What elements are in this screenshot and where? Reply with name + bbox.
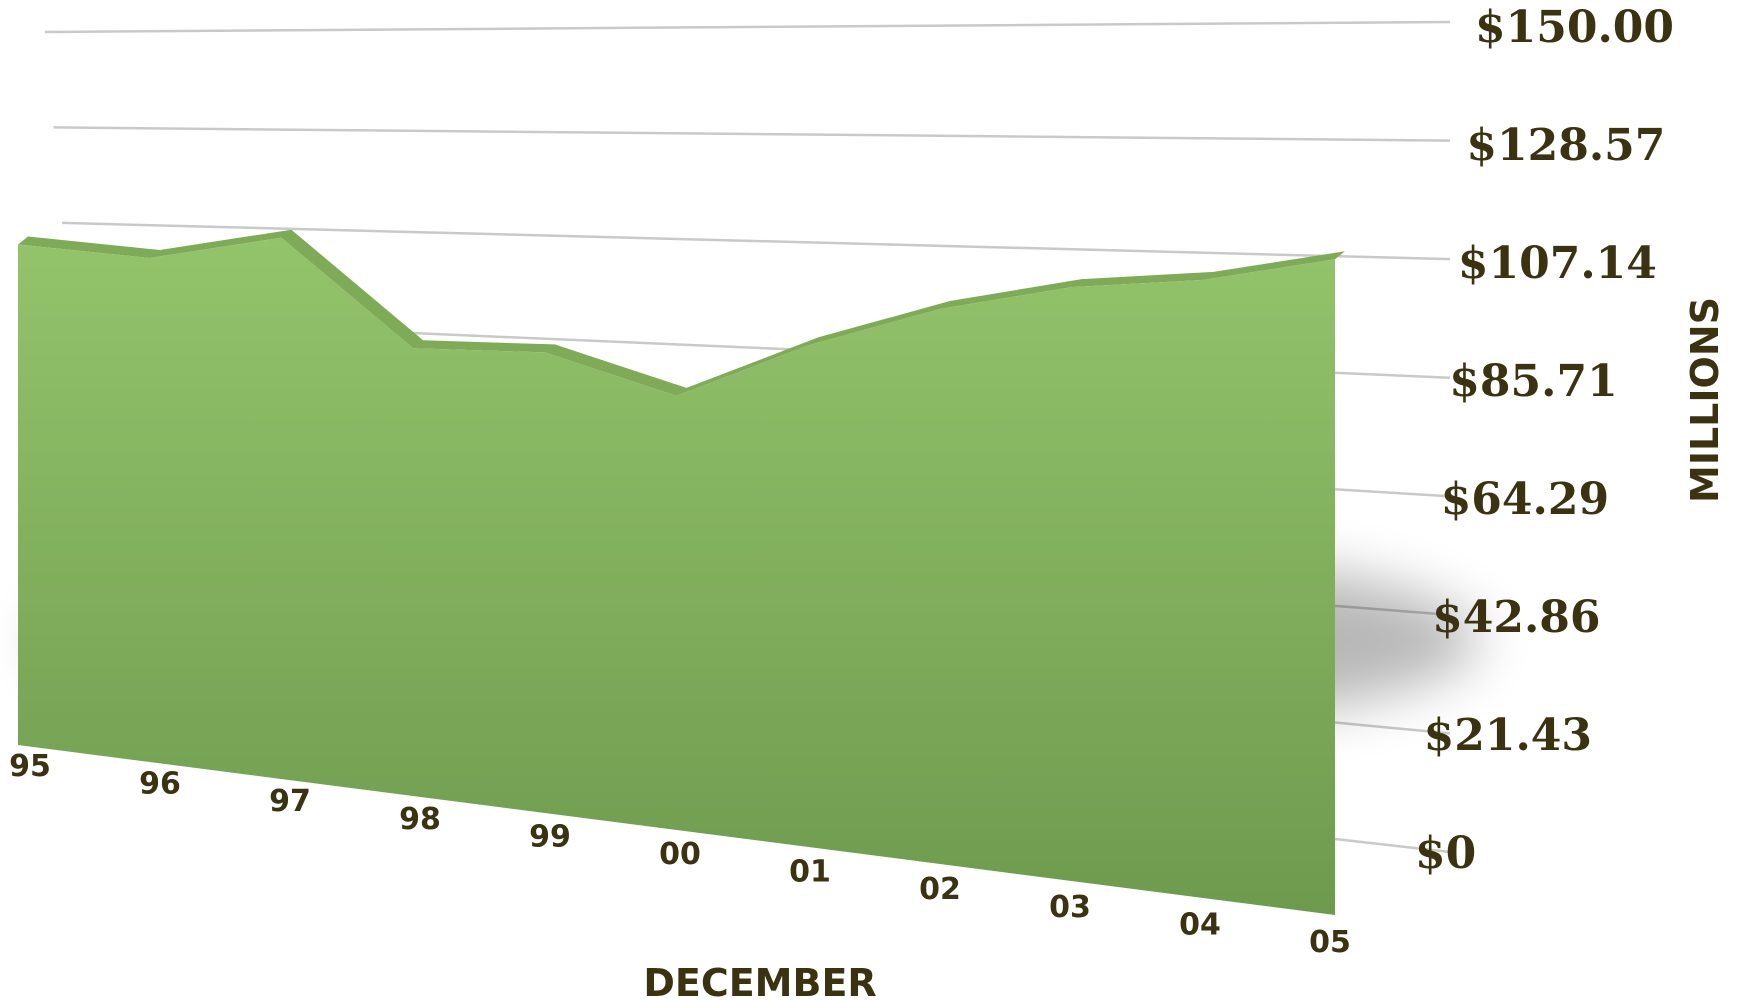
x-tick-label: 98 (399, 802, 441, 837)
y-tick-label: $21.43 (1424, 710, 1592, 761)
x-tick-label: 00 (659, 837, 701, 872)
gridline (53, 126, 1451, 142)
y-tick-label: $0 (1415, 828, 1476, 879)
y-tick-label: $64.29 (1441, 474, 1609, 525)
x-axis-ticks: 95 96 97 98 99 00 01 02 03 04 05 (9, 749, 1351, 960)
y-tick-label: $42.86 (1432, 592, 1600, 643)
x-tick-label: 04 (1179, 907, 1221, 942)
gridline (62, 221, 1451, 261)
y-axis-ticks: $0 $21.43 $42.86 $64.29 $85.71 $107.14 $128.57… (1415, 2, 1674, 879)
area-fill (18, 237, 1335, 915)
y-tick-label: $150.00 (1475, 2, 1674, 53)
y-tick-label: $85.71 (1449, 356, 1617, 407)
x-tick-label: 99 (529, 819, 571, 854)
y-tick-label: $107.14 (1458, 238, 1657, 289)
y-axis-label: MILLIONS (1683, 297, 1727, 503)
x-tick-label: 02 (919, 872, 961, 907)
x-tick-label: 03 (1049, 890, 1091, 925)
gridline (44, 20, 1451, 34)
x-tick-label: 95 (9, 749, 51, 784)
x-tick-label: 05 (1309, 925, 1351, 960)
x-axis-label: DECEMBER (643, 961, 876, 1000)
x-tick-label: 01 (789, 855, 831, 890)
area-series (18, 229, 1345, 915)
y-tick-label: $128.57 (1466, 120, 1665, 171)
x-tick-label: 96 (139, 767, 181, 802)
x-tick-label: 97 (269, 784, 311, 819)
